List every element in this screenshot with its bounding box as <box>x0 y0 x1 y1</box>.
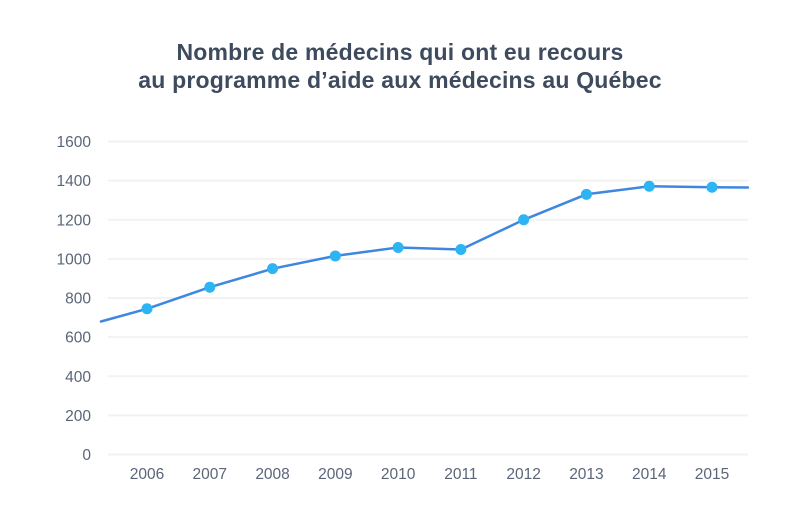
chart-title-line2: au programme d’aide aux médecins au Québ… <box>138 67 662 93</box>
data-point-marker <box>204 281 216 293</box>
data-point-marker <box>580 188 592 200</box>
x-tick-label: 2009 <box>318 466 352 483</box>
y-axis-labels: 0 200 400 600 800 1000 1200 1400 1600 <box>57 134 92 464</box>
data-point-marker <box>392 242 404 254</box>
x-tick-label: 2006 <box>130 466 164 483</box>
data-point-marker <box>706 181 718 193</box>
gridlines <box>108 140 748 456</box>
y-tick-label: 1600 <box>57 134 92 151</box>
x-tick-label: 2015 <box>695 466 729 483</box>
data-point-marker <box>455 243 467 255</box>
y-tick-label: 1200 <box>57 212 92 229</box>
x-tick-label: 2013 <box>569 466 603 483</box>
x-tick-label: 2007 <box>193 466 227 483</box>
x-tick-label: 2012 <box>506 466 540 483</box>
x-tick-label: 2011 <box>444 466 477 483</box>
chart-title-line1: Nombre de médecins qui ont eu recours <box>176 39 624 65</box>
x-axis-labels: 2006 2007 2008 2009 2010 2011 2012 2013 2014 2015 <box>130 466 729 483</box>
y-tick-label: 1400 <box>57 173 92 190</box>
y-tick-label: 1000 <box>57 251 92 268</box>
data-line <box>99 185 750 323</box>
data-points <box>141 180 718 315</box>
data-point-marker <box>518 214 530 226</box>
chart-title: Nombre de médecins qui ont eu recours au… <box>0 38 800 94</box>
x-tick-label: 2010 <box>381 466 416 483</box>
y-tick-label: 600 <box>65 330 91 347</box>
y-tick-label: 400 <box>65 369 91 386</box>
data-point-marker <box>643 180 655 192</box>
y-tick-label: 0 <box>82 447 91 464</box>
data-point-marker <box>329 250 341 262</box>
y-tick-label: 800 <box>65 291 91 308</box>
x-tick-label: 2008 <box>255 466 289 483</box>
data-point-marker <box>267 263 279 275</box>
y-tick-label: 200 <box>65 408 91 425</box>
x-tick-label: 2014 <box>632 466 667 483</box>
data-point-marker <box>141 303 153 315</box>
